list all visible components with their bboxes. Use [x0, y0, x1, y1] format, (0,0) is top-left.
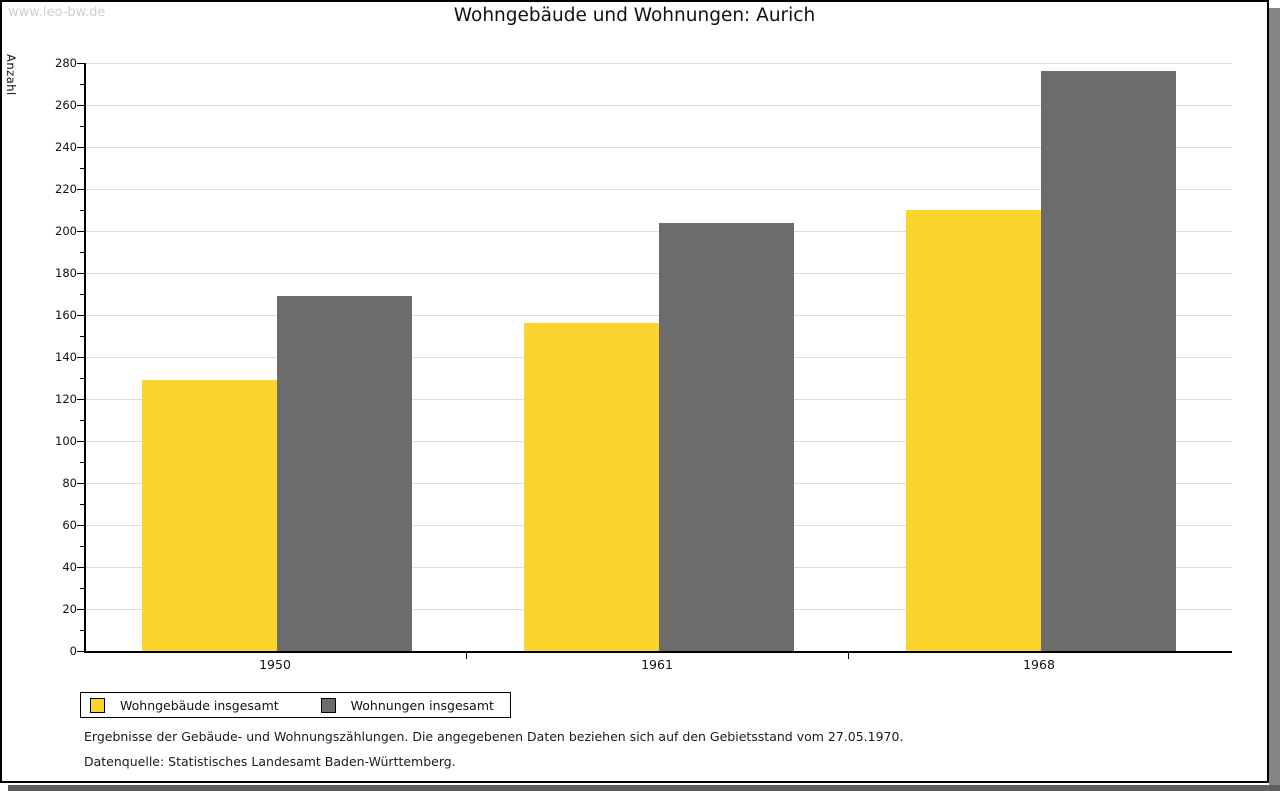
y-tick-label: 220	[55, 182, 77, 196]
y-tick-mark	[77, 399, 84, 400]
y-tick-label: 20	[62, 602, 77, 616]
x-tick-label: 1968	[1023, 657, 1055, 672]
y-tick-label: 160	[55, 308, 77, 322]
y-tick-mark	[77, 357, 84, 358]
bar-1950-series-1	[277, 296, 412, 651]
gridline	[86, 147, 1232, 148]
y-tick-label: 280	[55, 56, 77, 70]
legend-label: Wohnungen insgesamt	[350, 697, 494, 713]
y-minor-tick-mark	[80, 252, 84, 253]
gridline	[86, 63, 1232, 64]
y-tick-mark	[77, 63, 84, 64]
gridline	[86, 105, 1232, 106]
bar-1961-series-1	[659, 222, 794, 651]
y-tick-label: 120	[55, 392, 77, 406]
y-tick-mark	[77, 315, 84, 316]
y-tick-label: 140	[55, 350, 77, 364]
y-minor-tick-mark	[80, 546, 84, 547]
y-minor-tick-mark	[80, 336, 84, 337]
y-tick-mark	[77, 609, 84, 610]
y-minor-tick-mark	[80, 462, 84, 463]
y-minor-tick-mark	[80, 126, 84, 127]
y-tick-label: 240	[55, 140, 77, 154]
y-tick-label: 40	[62, 560, 77, 574]
x-tick-mark	[848, 653, 849, 659]
y-tick-mark	[77, 231, 84, 232]
y-tick-mark	[77, 189, 84, 190]
bar-1968-series-0	[906, 210, 1041, 651]
footnote-source-note: Ergebnisse der Gebäude- und Wohnungszähl…	[84, 729, 904, 744]
plot-area	[84, 63, 1232, 653]
x-tick-label: 1950	[259, 657, 291, 672]
y-tick-mark	[77, 273, 84, 274]
y-minor-tick-mark	[80, 168, 84, 169]
chart-title: Wohngebäude und Wohnungen: Aurich	[453, 5, 816, 26]
legend-swatch-wohnungen	[320, 697, 336, 713]
x-tick-mark	[466, 653, 467, 659]
footnote-datasource: Datenquelle: Statistisches Landesamt Bad…	[84, 754, 456, 769]
y-tick-label: 100	[55, 434, 77, 448]
window-shadow-bottom	[8, 785, 1280, 791]
y-minor-tick-mark	[80, 504, 84, 505]
watermark: www.leo-bw.de	[8, 5, 106, 20]
y-tick-mark	[77, 567, 84, 568]
y-tick-mark	[77, 147, 84, 148]
y-tick-mark	[77, 483, 84, 484]
y-tick-mark	[77, 651, 84, 652]
y-tick-label: 0	[69, 644, 77, 658]
gridline	[86, 189, 1232, 190]
y-tick-mark	[77, 105, 84, 106]
y-minor-tick-mark	[80, 420, 84, 421]
y-minor-tick-mark	[80, 588, 84, 589]
y-tick-mark	[77, 525, 84, 526]
legend-label: Wohngebäude insgesamt	[120, 697, 279, 713]
legend-entry: Wohngebäude insgesamt	[90, 697, 279, 713]
legend-entry: Wohnungen insgesamt	[320, 697, 494, 713]
y-tick-label: 180	[55, 266, 77, 280]
legend: Wohngebäude insgesamt Wohnungen insgesam…	[80, 692, 511, 718]
bar-1950-series-0	[142, 380, 277, 651]
bar-1961-series-0	[524, 323, 659, 651]
y-axis-title: Anzahl	[4, 54, 18, 96]
y-minor-tick-mark	[80, 378, 84, 379]
y-tick-label: 80	[62, 476, 77, 490]
y-minor-tick-mark	[80, 84, 84, 85]
window-shadow-right	[1269, 8, 1280, 791]
y-minor-tick-mark	[80, 630, 84, 631]
y-tick-label: 60	[62, 518, 77, 532]
x-tick-label: 1961	[641, 657, 673, 672]
y-tick-label: 200	[55, 224, 77, 238]
legend-swatch-wohngebaeude	[90, 697, 105, 713]
y-minor-tick-mark	[80, 294, 84, 295]
y-minor-tick-mark	[80, 210, 84, 211]
bar-1968-series-1	[1041, 71, 1176, 651]
y-tick-mark	[77, 441, 84, 442]
y-tick-label: 260	[55, 98, 77, 112]
